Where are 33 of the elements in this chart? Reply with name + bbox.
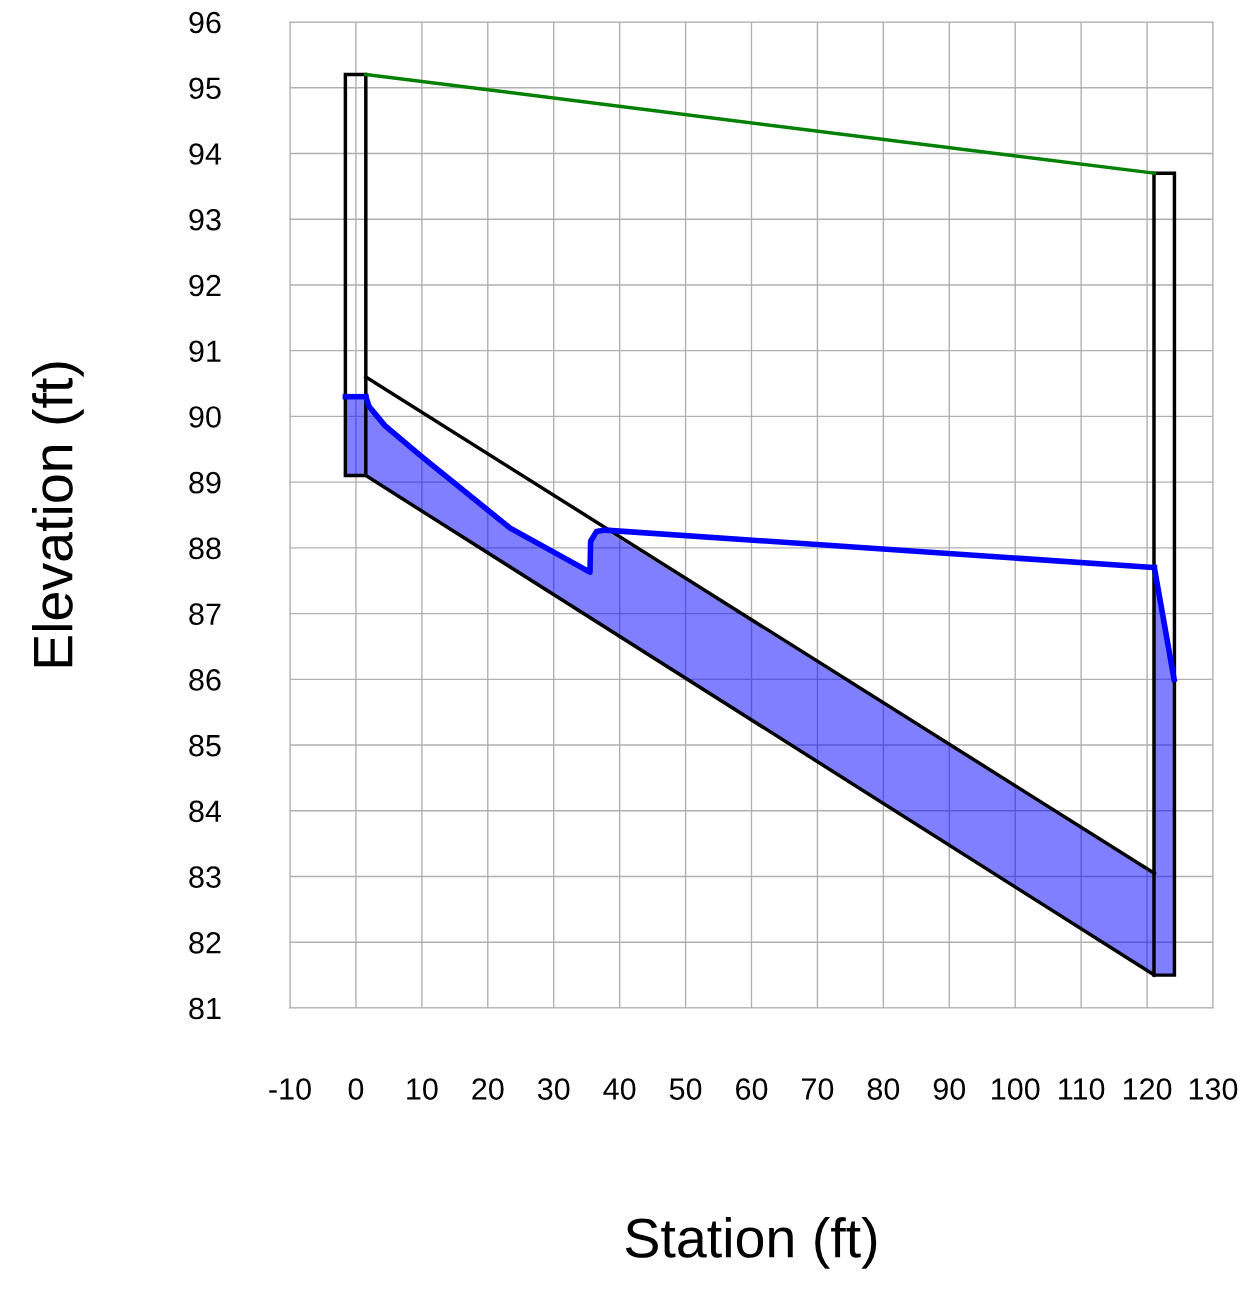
y-tick-label: 81 <box>189 997 221 1020</box>
x-tick-label: 110 <box>1059 1078 1105 1100</box>
y-tick-label: 93 <box>189 208 221 231</box>
x-tick-label: 120 <box>1123 1078 1172 1100</box>
x-tick-label: 40 <box>603 1078 636 1100</box>
x-tick-label: 0 <box>348 1078 364 1100</box>
y-tick-label: 84 <box>189 800 222 823</box>
y-tick-label: 94 <box>189 143 222 165</box>
x-tick-label: 70 <box>802 1078 834 1100</box>
y-tick-label: 89 <box>189 471 221 494</box>
y-tick-label: 96 <box>189 11 221 34</box>
x-tick-label: 20 <box>472 1078 504 1100</box>
x-axis-title: Station (ft) <box>625 1217 877 1269</box>
x-tick-label: 50 <box>669 1078 702 1100</box>
y-tick-label: 87 <box>189 603 221 625</box>
x-tick-label: 10 <box>407 1078 438 1100</box>
y-tick-label: 85 <box>189 734 221 757</box>
x-tick-label: 60 <box>736 1078 768 1100</box>
y-tick-label: 86 <box>189 669 221 691</box>
y-tick-label: 91 <box>189 340 221 363</box>
x-tick-label: 80 <box>867 1078 900 1100</box>
y-axis-title: Elevation (ft) <box>32 362 84 667</box>
x-tick-label: 100 <box>992 1078 1040 1100</box>
x-tick-label: -10 <box>269 1078 311 1100</box>
y-tick-label: 82 <box>189 932 221 954</box>
y-tick-label: 92 <box>189 274 221 297</box>
x-tick-label: 90 <box>933 1078 966 1100</box>
y-tick-label: 95 <box>189 77 221 100</box>
y-tick-label: 88 <box>189 537 221 560</box>
y-tick-label: 83 <box>189 866 221 888</box>
x-tick-label: 30 <box>537 1078 570 1100</box>
y-tick-label: 90 <box>189 406 221 428</box>
x-tick-label: 130 <box>1189 1078 1238 1100</box>
